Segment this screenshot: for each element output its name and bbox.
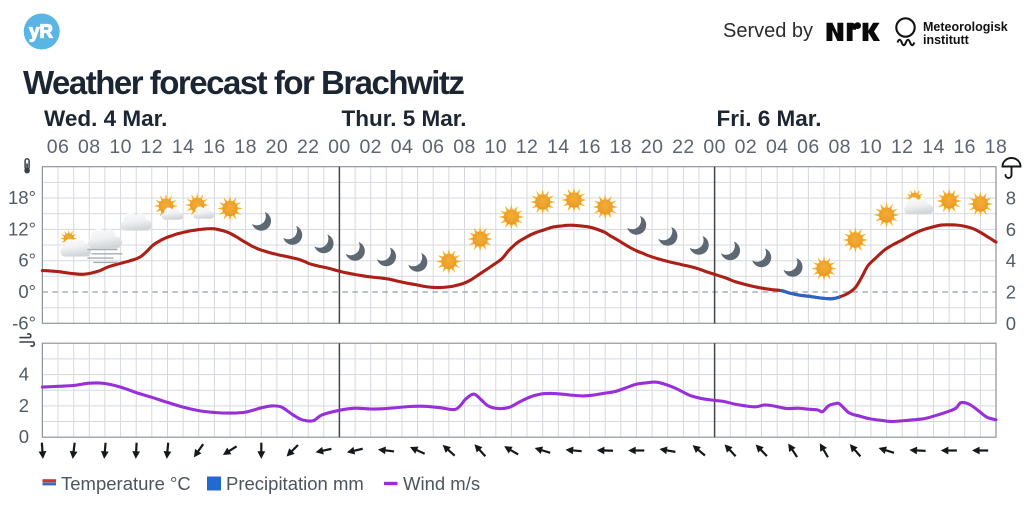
svg-text:08: 08 [828,136,851,158]
svg-text:10: 10 [485,136,508,158]
svg-text:institutt: institutt [923,33,970,47]
svg-text:0°: 0° [18,281,36,302]
svg-text:0: 0 [19,426,29,447]
svg-text:Weather forecast for Brachwitz: Weather forecast for Brachwitz [23,64,464,101]
svg-text:Precipitation mm: Precipitation mm [226,473,364,494]
svg-text:Thur. 5 Mar.: Thur. 5 Mar. [342,106,467,131]
svg-text:22: 22 [672,136,695,158]
svg-text:Wind m/s: Wind m/s [403,473,480,494]
svg-text:06: 06 [47,136,70,158]
svg-text:0: 0 [1006,313,1016,334]
svg-text:02: 02 [735,136,758,158]
svg-text:-6°: -6° [12,312,36,333]
svg-text:18: 18 [234,136,257,158]
svg-text:2: 2 [1006,282,1016,303]
svg-text:8: 8 [1006,188,1016,209]
svg-text:10: 10 [109,136,132,158]
svg-text:14: 14 [172,136,195,158]
svg-text:12: 12 [141,136,164,158]
svg-text:16: 16 [953,136,976,158]
svg-text:20: 20 [266,136,289,158]
svg-text:18: 18 [610,136,633,158]
svg-text:16: 16 [203,136,226,158]
svg-text:08: 08 [78,136,101,158]
svg-text:18: 18 [985,136,1008,158]
svg-text:2: 2 [19,395,29,416]
svg-text:Meteorologisk: Meteorologisk [923,20,1008,34]
svg-text:00: 00 [703,136,726,158]
svg-text:6°: 6° [18,250,36,271]
svg-text:14: 14 [547,136,570,158]
svg-text:22: 22 [297,136,320,158]
svg-text:Fri. 6 Mar.: Fri. 6 Mar. [717,106,822,131]
svg-text:06: 06 [797,136,820,158]
svg-text:12°: 12° [8,218,36,239]
svg-text:04: 04 [766,136,789,158]
svg-text:10: 10 [860,136,883,158]
svg-text:20: 20 [641,136,664,158]
svg-text:04: 04 [391,136,414,158]
svg-text:12: 12 [891,136,914,158]
svg-text:4: 4 [19,364,29,385]
svg-text:12: 12 [516,136,539,158]
svg-text:yR: yR [29,21,53,42]
svg-text:00: 00 [328,136,351,158]
svg-text:Served by: Served by [723,20,813,42]
svg-text:16: 16 [578,136,601,158]
svg-text:06: 06 [422,136,445,158]
svg-text:Temperature °C: Temperature °C [61,473,191,494]
svg-text:14: 14 [922,136,945,158]
svg-text:08: 08 [453,136,476,158]
svg-text:Wed. 4 Mar.: Wed. 4 Mar. [44,106,167,131]
svg-text:4: 4 [1006,250,1016,271]
svg-text:02: 02 [359,136,382,158]
svg-text:18°: 18° [8,187,36,208]
svg-text:6: 6 [1006,219,1016,240]
